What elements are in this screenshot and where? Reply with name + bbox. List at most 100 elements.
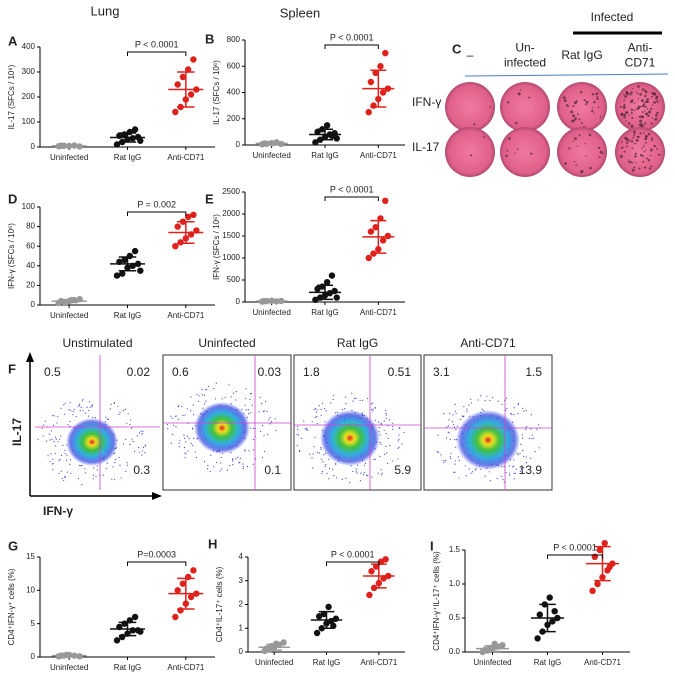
event <box>188 438 190 440</box>
well <box>500 82 550 132</box>
event <box>497 400 499 402</box>
spot <box>585 100 589 104</box>
event <box>58 460 60 462</box>
data-point <box>137 267 144 274</box>
data-point <box>372 69 379 77</box>
event <box>383 429 385 432</box>
event <box>380 443 382 445</box>
spot <box>563 99 567 103</box>
event <box>190 396 192 398</box>
event <box>246 465 249 468</box>
event <box>84 472 86 474</box>
event <box>359 399 361 402</box>
event <box>72 414 74 416</box>
spot <box>631 168 635 172</box>
y-tick-label: 4 <box>239 552 244 561</box>
event <box>109 408 111 410</box>
spot <box>656 111 659 115</box>
event <box>513 414 515 416</box>
spot <box>647 159 651 162</box>
y-axis-label: CD4⁺IFN-γ⁺IL-17⁺ cells (%) <box>432 551 441 651</box>
p-value: P < 0.0001 <box>135 39 179 49</box>
event <box>265 400 267 402</box>
event <box>538 424 540 426</box>
event <box>108 418 110 421</box>
event <box>130 419 132 421</box>
event <box>72 410 74 413</box>
spot <box>591 107 594 109</box>
event <box>306 427 308 429</box>
spot <box>655 97 658 100</box>
event <box>443 462 445 464</box>
data-point <box>382 49 389 57</box>
y-tick-label: 10 <box>26 585 35 594</box>
spot <box>639 153 643 157</box>
event <box>131 438 133 440</box>
event <box>57 441 59 443</box>
plot-frame <box>293 354 422 491</box>
event <box>367 475 369 477</box>
quadrant-value: 13.9 <box>519 463 543 477</box>
event <box>244 397 246 400</box>
event <box>501 403 503 406</box>
spot <box>634 161 637 163</box>
p-value: P < 0.0001 <box>330 184 374 194</box>
event <box>48 433 50 435</box>
event <box>44 420 47 422</box>
event <box>251 404 253 406</box>
panel-letter: G <box>8 538 18 553</box>
spot <box>483 136 485 138</box>
significance-bracket <box>547 554 603 559</box>
event <box>250 412 252 414</box>
event <box>325 463 327 466</box>
event <box>120 477 122 479</box>
data-point <box>549 618 556 625</box>
event <box>250 427 252 429</box>
x-tick-label: Uninfected <box>50 311 88 320</box>
well <box>445 127 495 177</box>
event <box>197 400 200 402</box>
data-point <box>131 613 139 621</box>
event <box>60 407 62 409</box>
event <box>221 398 223 400</box>
event <box>515 468 517 470</box>
event <box>513 459 515 461</box>
event <box>136 435 138 437</box>
event <box>374 419 377 421</box>
event <box>466 410 468 412</box>
event <box>110 403 112 405</box>
data-point <box>179 73 187 81</box>
event <box>458 477 460 479</box>
spot <box>634 155 637 158</box>
spot <box>638 107 641 109</box>
event <box>141 450 143 452</box>
event <box>440 454 442 456</box>
event <box>263 410 265 412</box>
data-point <box>179 580 187 587</box>
event <box>141 454 143 456</box>
event <box>318 452 320 454</box>
event <box>511 413 513 415</box>
plot-title: Uninfected <box>198 336 255 350</box>
significance-bracket <box>127 561 187 566</box>
spot <box>470 154 473 157</box>
spot <box>571 119 574 123</box>
spot <box>602 152 604 155</box>
event <box>192 414 195 416</box>
event <box>60 454 63 457</box>
event <box>203 403 205 405</box>
event <box>321 470 324 473</box>
event <box>513 472 515 474</box>
event <box>489 480 491 482</box>
event <box>443 413 445 415</box>
event <box>341 478 343 480</box>
event <box>242 463 244 465</box>
x-tick-label: Rat IgG <box>114 153 142 162</box>
data-point <box>174 587 181 594</box>
event <box>259 430 262 432</box>
spot <box>642 160 645 163</box>
data-point <box>596 546 603 554</box>
event <box>333 475 335 477</box>
event <box>51 463 54 465</box>
y-tick-label: 100 <box>22 117 36 126</box>
